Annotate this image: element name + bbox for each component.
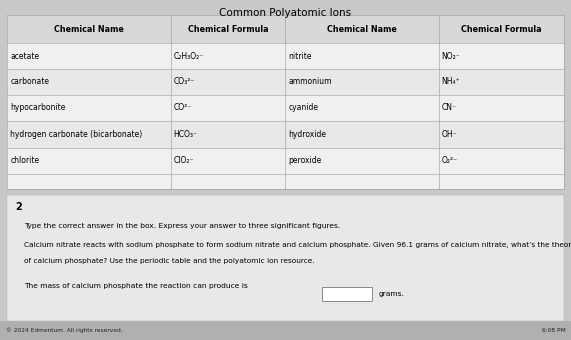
Text: Chemical Formula: Chemical Formula xyxy=(461,25,542,34)
FancyBboxPatch shape xyxy=(246,326,377,340)
Text: of calcium phosphate? Use the periodic table and the polyatomic ion resource.: of calcium phosphate? Use the periodic t… xyxy=(23,258,314,264)
Text: hydroxide: hydroxide xyxy=(288,130,327,139)
Text: nitrite: nitrite xyxy=(288,52,312,61)
Text: ClO₂⁻: ClO₂⁻ xyxy=(174,156,194,166)
Text: O₂²⁻: O₂²⁻ xyxy=(441,156,457,166)
Text: Chemical Name: Chemical Name xyxy=(327,25,397,34)
Text: acetate: acetate xyxy=(10,52,39,61)
Text: Reset: Reset xyxy=(212,332,239,340)
Text: Calcium nitrate reacts with sodium phosphate to form sodium nitrate and calcium : Calcium nitrate reacts with sodium phosp… xyxy=(23,242,571,248)
Text: HCO₃⁻: HCO₃⁻ xyxy=(174,130,198,139)
Text: 2: 2 xyxy=(15,202,22,212)
Text: ammonium: ammonium xyxy=(288,78,332,86)
Text: CO²⁻: CO²⁻ xyxy=(174,103,192,112)
Text: cyanide: cyanide xyxy=(288,103,319,112)
Text: Next: Next xyxy=(300,332,323,340)
FancyBboxPatch shape xyxy=(160,326,291,340)
Text: © 2024 Edmentum. All rights reserved.: © 2024 Edmentum. All rights reserved. xyxy=(6,328,122,334)
Text: hypocarbonite: hypocarbonite xyxy=(10,103,66,112)
Text: Common Polyatomic Ions: Common Polyatomic Ions xyxy=(219,8,352,18)
FancyBboxPatch shape xyxy=(321,287,372,301)
Text: NO₂⁻: NO₂⁻ xyxy=(441,52,460,61)
Text: CO₃²⁻: CO₃²⁻ xyxy=(174,78,195,86)
Text: CN⁻: CN⁻ xyxy=(441,103,456,112)
Text: carbonate: carbonate xyxy=(10,78,49,86)
Text: grams.: grams. xyxy=(379,291,404,297)
Text: OH⁻: OH⁻ xyxy=(441,130,457,139)
Text: hydrogen carbonate (bicarbonate): hydrogen carbonate (bicarbonate) xyxy=(10,130,142,139)
Text: Chemical Formula: Chemical Formula xyxy=(188,25,269,34)
Text: Chemical Name: Chemical Name xyxy=(54,25,124,34)
Text: peroxide: peroxide xyxy=(288,156,322,166)
Text: The mass of calcium phosphate the reaction can produce is: The mass of calcium phosphate the reacti… xyxy=(23,283,247,289)
Text: NH₄⁺: NH₄⁺ xyxy=(441,78,460,86)
Text: C₂H₃O₂⁻: C₂H₃O₂⁻ xyxy=(174,52,204,61)
Text: Type the correct answer in the box. Express your answer to three significant fig: Type the correct answer in the box. Expr… xyxy=(23,223,340,228)
Text: 6:08 PM: 6:08 PM xyxy=(541,328,565,333)
Text: chlorite: chlorite xyxy=(10,156,39,166)
